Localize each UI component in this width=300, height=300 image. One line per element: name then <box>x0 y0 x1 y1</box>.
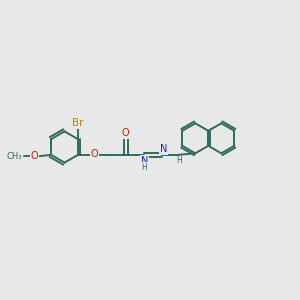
Text: H: H <box>176 156 182 165</box>
Text: N: N <box>141 156 148 166</box>
Text: O: O <box>31 151 38 161</box>
Text: Br: Br <box>72 118 84 128</box>
Text: O: O <box>90 149 98 159</box>
Text: H: H <box>141 163 147 172</box>
Text: O: O <box>122 128 130 138</box>
Text: CH₃: CH₃ <box>7 152 22 161</box>
Text: N: N <box>160 144 167 154</box>
